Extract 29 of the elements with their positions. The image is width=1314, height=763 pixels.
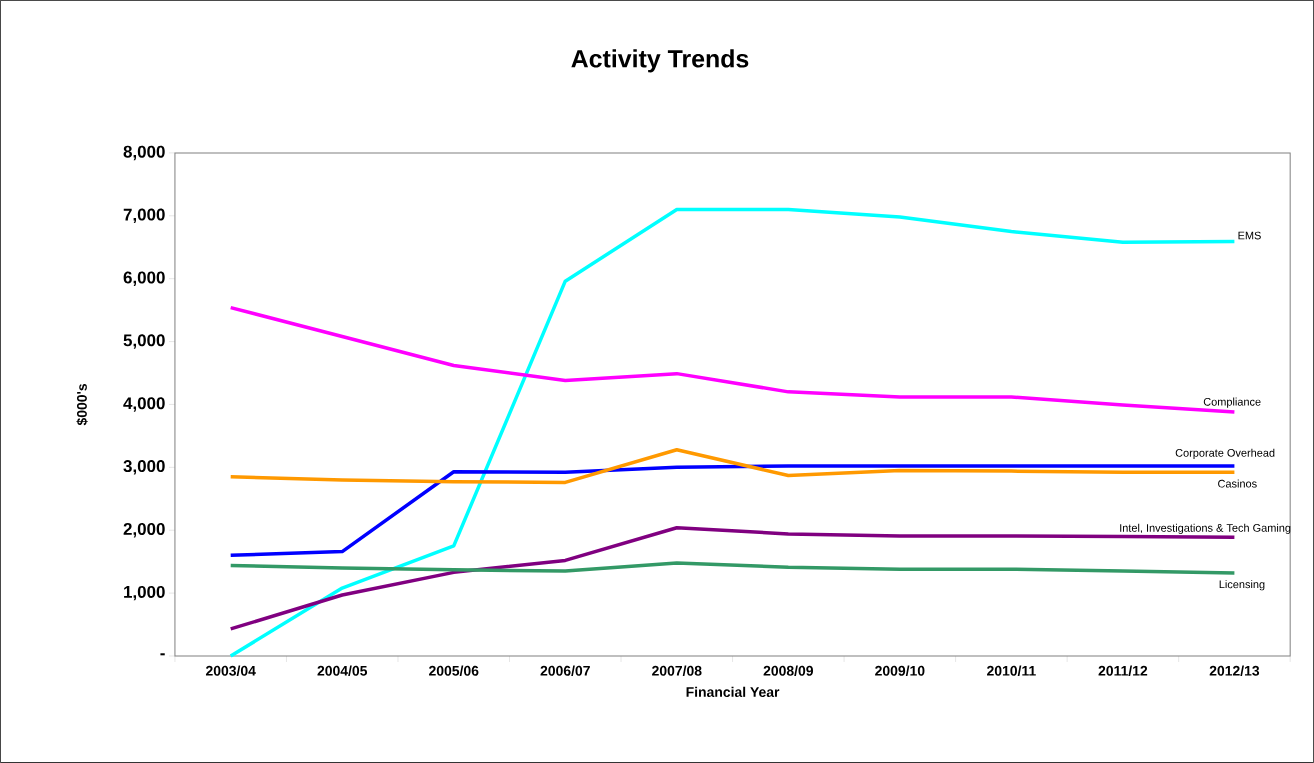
x-tick-label: 2006/07 [540, 665, 590, 676]
x-tick-label: 2005/06 [429, 665, 479, 676]
chart-title: Activity Trends [571, 49, 749, 73]
y-tick-label: 8,000 [123, 145, 165, 161]
x-tick-label: 2004/05 [317, 665, 368, 676]
x-tick-label: 2009/10 [875, 665, 925, 676]
series-label: EMS [1238, 231, 1261, 240]
y-tick-label: 5,000 [123, 334, 165, 349]
x-axis-title: Financial Year [686, 686, 780, 698]
series-label: Compliance [1203, 397, 1261, 408]
x-tick-label: 2012/13 [1209, 665, 1260, 676]
line-series [228, 561, 1237, 575]
series-label: Casinos [1218, 479, 1257, 488]
y-tick-label: 1,000 [124, 585, 165, 601]
y-tick-label: 2,000 [123, 523, 165, 538]
x-tick-label: 2003/04 [205, 665, 256, 676]
y-axis-title: $000's [76, 384, 88, 426]
series-label: Corporate Overhead [1175, 448, 1275, 459]
series-label: Licensing [1219, 580, 1265, 591]
y-tick-label: 7,000 [123, 208, 165, 224]
y-tick-label: - [160, 653, 165, 656]
x-tick-label: 2007/08 [652, 665, 702, 676]
y-tick-label: 4,000 [123, 397, 165, 412]
x-tick-label: 2008/09 [763, 665, 814, 676]
y-tick-label: 3,000 [123, 460, 165, 475]
x-tick-label: 2010/11 [987, 665, 1036, 676]
series-label: Intel, Investigations & Tech Gaming [1120, 523, 1291, 534]
x-tick-label: 2011/12 [1098, 665, 1148, 676]
y-tick-label: 6,000 [123, 271, 165, 286]
